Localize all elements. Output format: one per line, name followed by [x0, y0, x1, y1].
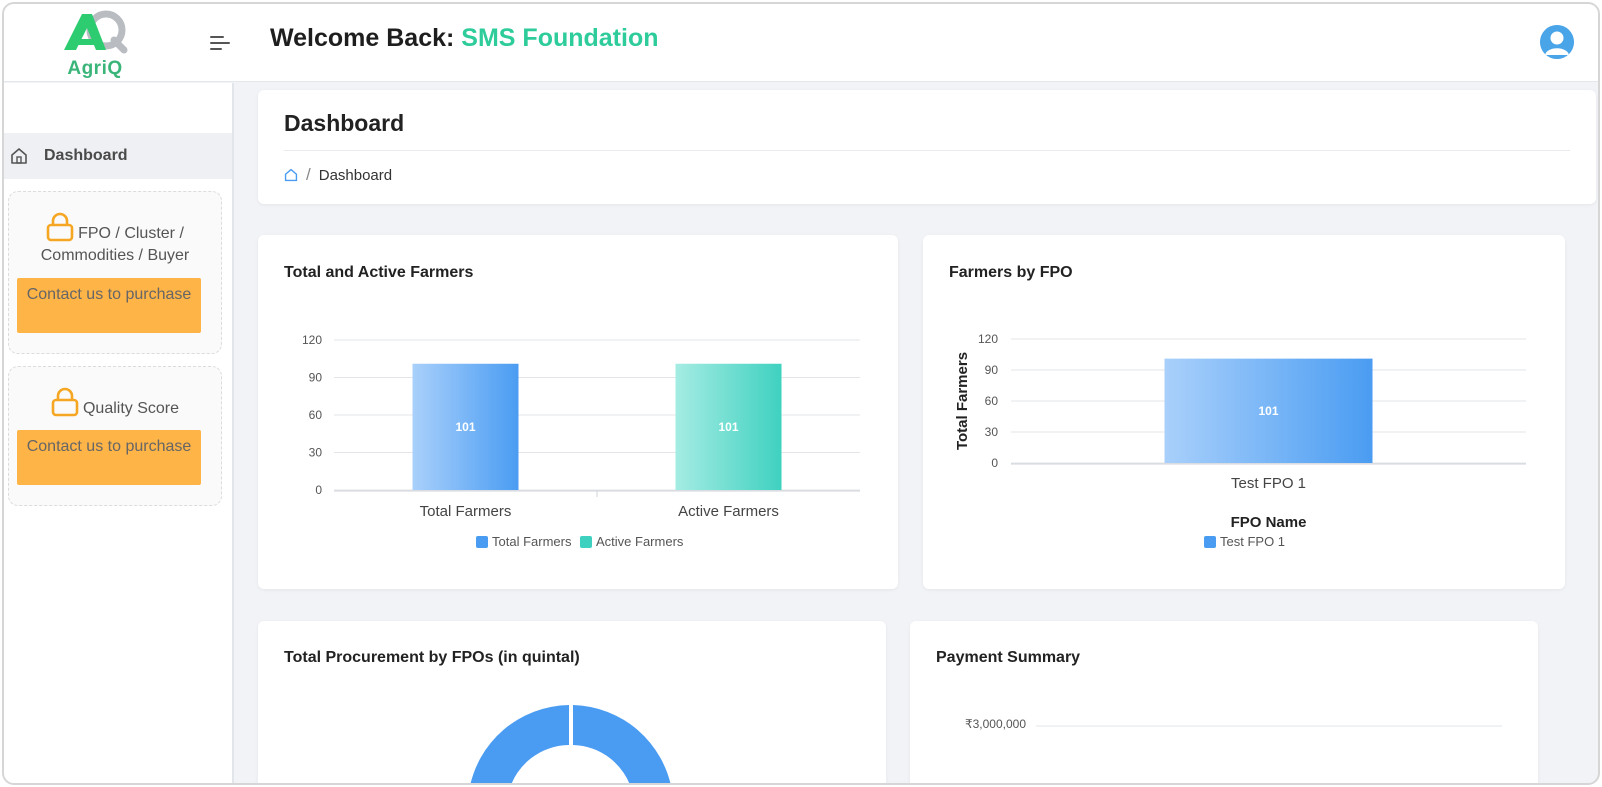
agriq-logo-mark: [64, 10, 128, 54]
card-title: Payment Summary: [936, 649, 1081, 666]
top-header: AgriQ Welcome Back: SMS Foundation: [4, 4, 1598, 82]
farmers-by-fpo-chart: 0 30 60 90 120 101 Test FPO 1 FPO Name Total Far…: [954, 332, 1526, 549]
breadcrumb: / Dashboard: [284, 165, 392, 185]
bar: [1164, 358, 1373, 463]
y-tick-label: 90: [985, 363, 999, 377]
y-tick-label: 60: [309, 408, 323, 422]
procurement-card: Total Procurement by FPOs (in quintal): [258, 621, 886, 783]
legend-label: Total Farmers: [492, 534, 572, 549]
y-tick-label: 30: [309, 446, 323, 460]
y-tick-label: 90: [309, 371, 323, 385]
breadcrumb-home-icon[interactable]: [284, 168, 298, 182]
y-tick-label: 60: [985, 394, 999, 408]
bar: [412, 363, 519, 490]
x-axis-title: FPO Name: [1231, 514, 1307, 531]
procurement-donut-chart: [470, 705, 671, 783]
divider: [284, 150, 1570, 151]
locked-module-title-text: Quality Score: [82, 400, 180, 417]
payment-summary-card: Payment Summary ₹3,000,000: [910, 621, 1538, 783]
logo-text: AgriQ: [67, 58, 123, 79]
legend-swatch: [580, 536, 592, 548]
menu-toggle-icon[interactable]: [210, 34, 232, 52]
welcome-heading: Welcome Back: SMS Foundation: [270, 24, 659, 53]
page-header-card: Dashboard / Dashboard: [258, 90, 1596, 204]
x-tick-label: Active Farmers: [678, 503, 779, 520]
bar-data-label: 101: [455, 420, 475, 434]
contact-purchase-button[interactable]: Contact us to purchase: [17, 430, 201, 485]
breadcrumb-separator: /: [306, 165, 311, 184]
sidebar-item-label: Dashboard: [44, 147, 128, 164]
y-tick-label: ₹3,000,000: [965, 717, 1026, 731]
y-axis-title: Total Farmers: [954, 352, 971, 450]
user-avatar[interactable]: [1540, 25, 1574, 59]
breadcrumb-current: Dashboard: [318, 166, 393, 184]
sidebar-item-dashboard[interactable]: Dashboard: [4, 133, 232, 179]
locked-module-title: Quality Score: [9, 367, 221, 420]
home-icon: [11, 148, 27, 164]
y-tick-label: 120: [978, 332, 998, 346]
locked-module-fpo: FPO / Cluster / Commodities / Buyer Cont…: [8, 191, 222, 354]
donut-slice: [470, 705, 569, 783]
page-title: Dashboard: [284, 110, 405, 136]
donut-slice: [573, 705, 671, 783]
welcome-prefix: Welcome Back:: [270, 24, 462, 52]
card-title: Total and Active Farmers: [284, 264, 474, 281]
locked-module-title-text: FPO / Cluster / Commodities / Buyer: [40, 225, 190, 264]
legend-label: Active Farmers: [596, 534, 684, 549]
org-name: SMS Foundation: [461, 24, 659, 52]
lock-icon: [51, 387, 79, 417]
payment-summary-chart: ₹3,000,000: [965, 717, 1502, 731]
total-active-farmers-chart: 0 30 60 90 120 101 Total Farmers 101 Active Farm…: [302, 333, 860, 549]
locked-module-title: FPO / Cluster / Commodities / Buyer: [9, 192, 221, 267]
locked-module-quality: Quality Score Contact us to purchase: [8, 366, 222, 506]
farmers-by-fpo-card: Farmers by FPO 0 30 60 90 120 101 Test FPO 1 FP…: [923, 235, 1565, 589]
lock-icon: [46, 212, 74, 242]
bar: [675, 363, 782, 490]
sidebar: Dashboard FPO / Cluster / Commodities / …: [4, 83, 234, 783]
total-active-farmers-card: Total and Active Farmers 0 30 60 90 120 101 To…: [258, 235, 898, 589]
legend-swatch: [476, 536, 488, 548]
y-tick-label: 120: [302, 333, 322, 347]
y-tick-label: 0: [315, 483, 322, 497]
card-title: Farmers by FPO: [949, 264, 1073, 281]
x-tick-label: Total Farmers: [420, 503, 512, 520]
contact-purchase-button[interactable]: Contact us to purchase: [17, 278, 201, 333]
y-tick-label: 0: [991, 456, 998, 470]
x-tick-label: Test FPO 1: [1231, 475, 1306, 492]
legend-label: Test FPO 1: [1220, 534, 1285, 549]
user-icon: [1540, 25, 1574, 59]
bar-data-label: 101: [718, 420, 738, 434]
legend-swatch: [1204, 536, 1216, 548]
bar-data-label: 101: [1258, 404, 1278, 418]
y-tick-label: 30: [985, 425, 999, 439]
card-title: Total Procurement by FPOs (in quintal): [284, 649, 580, 666]
agriq-logo[interactable]: AgriQ: [58, 10, 132, 79]
